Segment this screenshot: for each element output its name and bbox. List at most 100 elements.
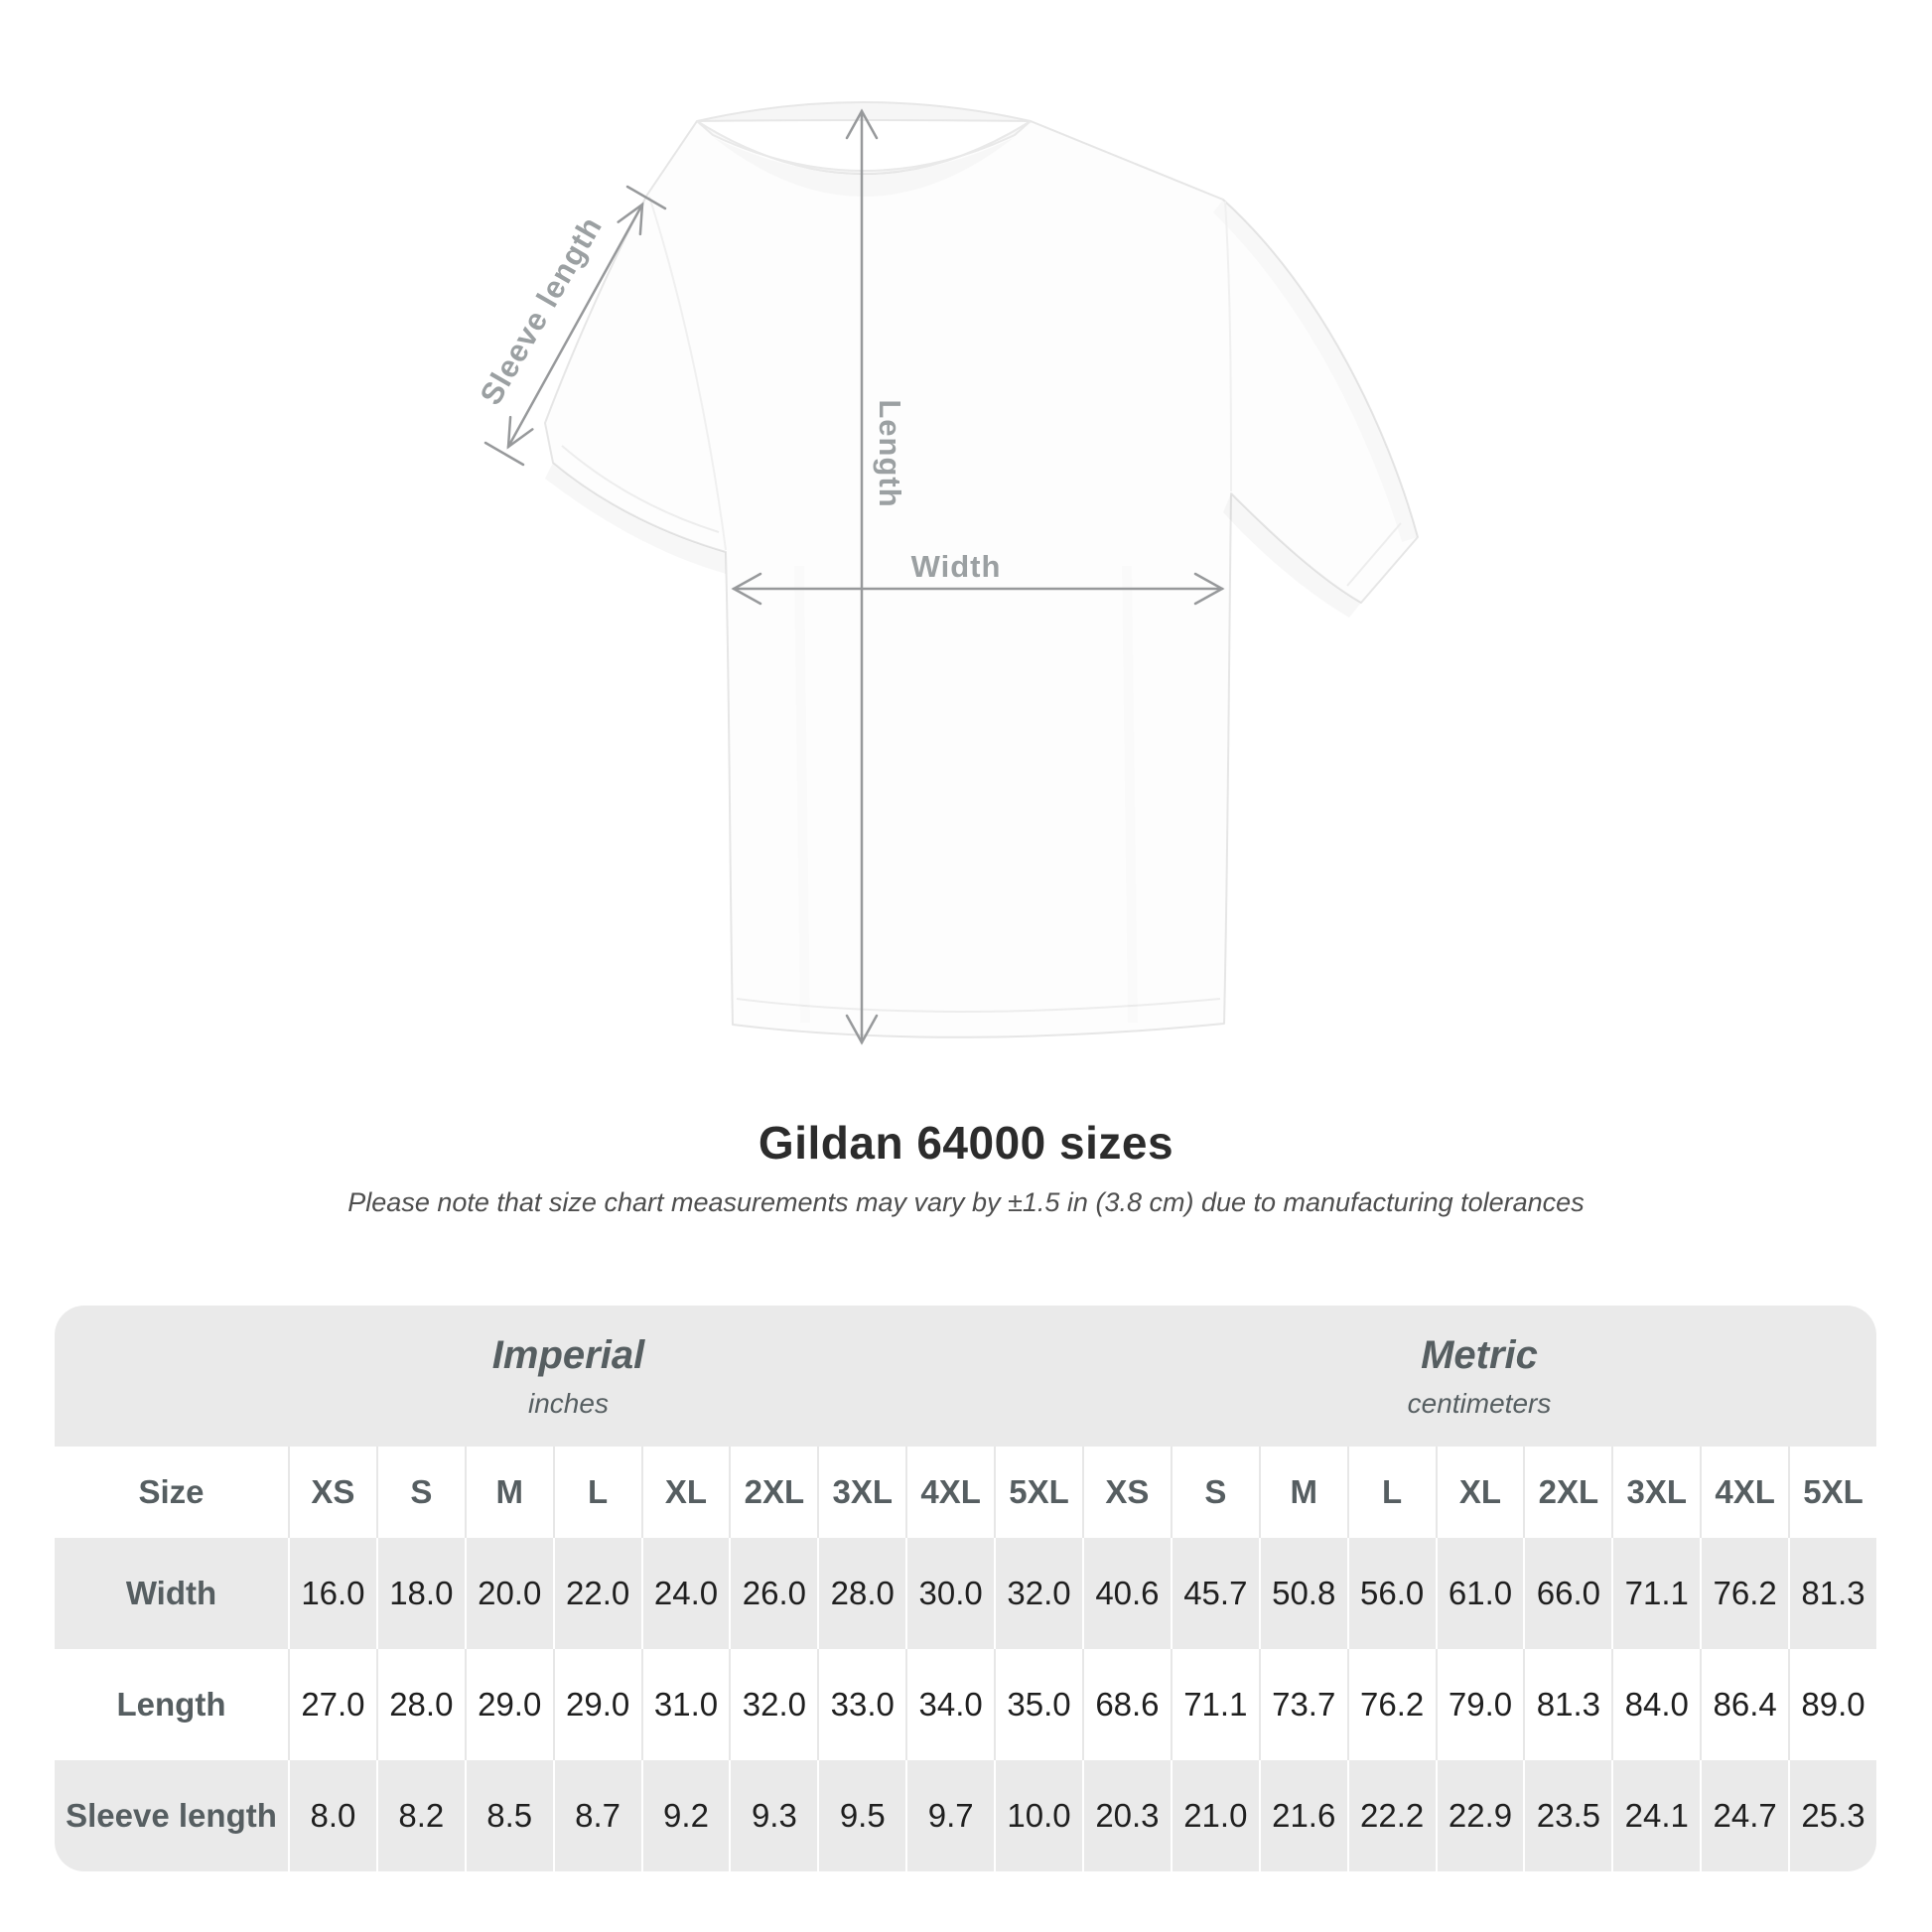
cell-metric-width-l: 56.0 [1346,1538,1436,1649]
right-cuff-stitch [1346,522,1402,587]
cell-imperial-sleeve-length-2xl: 9.3 [729,1760,818,1871]
size-head-imperial-s: S [375,1447,465,1538]
cell-imperial-length-5xl: 35.0 [994,1649,1082,1760]
cell-metric-length-xl: 79.0 [1435,1649,1524,1760]
cell-imperial-length-2xl: 32.0 [729,1649,818,1760]
cell-imperial-width-s: 18.0 [375,1538,465,1649]
right-sleeve-seam [1224,201,1232,492]
cell-metric-length-xs: 68.6 [1081,1649,1171,1760]
cell-imperial-sleeve-length-xl: 9.2 [640,1760,730,1871]
cell-metric-width-4xl: 76.2 [1700,1538,1789,1649]
tshirt-collar-band [696,120,1032,175]
width-label: Width [911,549,1002,584]
cell-imperial-width-l: 22.0 [552,1538,641,1649]
cell-imperial-width-m: 20.0 [464,1538,553,1649]
size-head-metric-xl: XL [1435,1447,1524,1538]
cell-metric-width-xl: 61.0 [1435,1538,1524,1649]
cell-metric-sleeve-length-5xl: 25.3 [1788,1760,1876,1871]
cell-imperial-sleeve-length-l: 8.7 [552,1760,641,1871]
cell-metric-width-2xl: 66.0 [1523,1538,1612,1649]
page-title: Gildan 64000 sizes [758,1117,1174,1169]
cell-imperial-width-xs: 16.0 [288,1538,376,1649]
cell-metric-width-xs: 40.6 [1081,1538,1171,1649]
cell-imperial-sleeve-length-xs: 8.0 [288,1760,376,1871]
cell-metric-sleeve-length-l: 22.2 [1346,1760,1436,1871]
cell-metric-sleeve-length-s: 21.0 [1170,1760,1259,1871]
tshirt-back-collar [696,101,1032,122]
cell-metric-sleeve-length-4xl: 24.7 [1700,1760,1789,1871]
cell-imperial-length-3xl: 33.0 [817,1649,906,1760]
cell-imperial-sleeve-length-4xl: 9.7 [905,1760,995,1871]
size-head-metric-xs: XS [1081,1447,1171,1538]
size-head-metric-5xl: 5XL [1788,1447,1876,1538]
metric-unit: centimeters [1407,1387,1552,1419]
metric-title: Metric [1421,1332,1538,1377]
cell-imperial-length-s: 28.0 [375,1649,465,1760]
cell-metric-width-s: 45.7 [1170,1538,1259,1649]
cell-metric-width-5xl: 81.3 [1788,1538,1876,1649]
dimension-annotations [483,108,1225,1045]
cell-metric-length-4xl: 86.4 [1700,1649,1789,1760]
cell-metric-width-m: 50.8 [1258,1538,1347,1649]
size-head-metric-m: M [1258,1447,1347,1538]
length-arrow [845,108,879,1045]
cell-metric-length-2xl: 81.3 [1523,1649,1612,1760]
metric-section-header: Metric centimeters [1081,1306,1876,1447]
length-label: Length [873,399,907,507]
size-table: Imperial inches Metric centimeters Size X… [55,1306,1876,1871]
row-label-width: Width [55,1538,288,1649]
size-head-imperial-l: L [552,1447,641,1538]
cell-metric-sleeve-length-2xl: 23.5 [1523,1760,1612,1871]
cell-imperial-length-l: 29.0 [552,1649,641,1760]
cell-metric-length-s: 71.1 [1170,1649,1259,1760]
cell-imperial-sleeve-length-5xl: 10.0 [994,1760,1082,1871]
sleeve-length-arrow [483,185,667,467]
row-label-length: Length [55,1649,288,1760]
size-head-metric-3xl: 3XL [1611,1447,1701,1538]
size-head-metric-l: L [1346,1447,1436,1538]
imperial-title: Imperial [491,1332,645,1377]
cell-metric-sleeve-length-m: 21.6 [1258,1760,1347,1871]
cell-imperial-width-3xl: 28.0 [817,1538,906,1649]
tolerance-note: Please note that size chart measurements… [347,1187,1585,1217]
imperial-unit: inches [528,1387,609,1419]
arrowhead-left [731,572,762,606]
left-cuff-stitch [561,445,720,533]
size-head-imperial-3xl: 3XL [817,1447,906,1538]
witness-tick-upper [625,185,667,210]
arrowhead-up [845,108,879,140]
size-head-metric-s: S [1170,1447,1259,1538]
cell-imperial-length-xl: 31.0 [640,1649,730,1760]
size-head-metric-2xl: 2XL [1523,1447,1612,1538]
cell-imperial-length-4xl: 34.0 [905,1649,995,1760]
cell-imperial-width-4xl: 30.0 [905,1538,995,1649]
cell-metric-length-m: 73.7 [1258,1649,1347,1760]
size-head-imperial-m: M [464,1447,553,1538]
cell-imperial-length-m: 29.0 [464,1649,553,1760]
size-head-imperial-5xl: 5XL [994,1447,1082,1538]
arrowhead-down [845,1014,879,1045]
cell-metric-sleeve-length-xl: 22.9 [1435,1760,1524,1871]
arrowhead-lower [506,415,534,450]
arrowhead-upper [617,202,644,236]
size-head-metric-4xl: 4XL [1700,1447,1789,1538]
tshirt-body [544,120,1419,1038]
size-head-imperial-xl: XL [640,1447,730,1538]
tshirt-photo [544,101,1419,1038]
title-block: Gildan 64000 sizes Please note that size… [0,1116,1932,1218]
imperial-section-header: Imperial inches [55,1306,1082,1447]
cell-metric-width-3xl: 71.1 [1611,1538,1701,1649]
size-head-imperial-4xl: 4XL [905,1447,995,1538]
cell-imperial-width-xl: 24.0 [640,1538,730,1649]
cell-metric-sleeve-length-xs: 20.3 [1081,1760,1171,1871]
size-column-header: Size [55,1447,288,1538]
cell-metric-length-l: 76.2 [1346,1649,1436,1760]
cell-imperial-width-2xl: 26.0 [729,1538,818,1649]
cell-metric-length-5xl: 89.0 [1788,1649,1876,1760]
arrowhead-right [1193,572,1225,606]
left-sleeve-seam [648,196,727,551]
cell-imperial-width-5xl: 32.0 [994,1538,1082,1649]
hem-stitch [736,998,1221,1013]
cell-imperial-length-xs: 27.0 [288,1649,376,1760]
